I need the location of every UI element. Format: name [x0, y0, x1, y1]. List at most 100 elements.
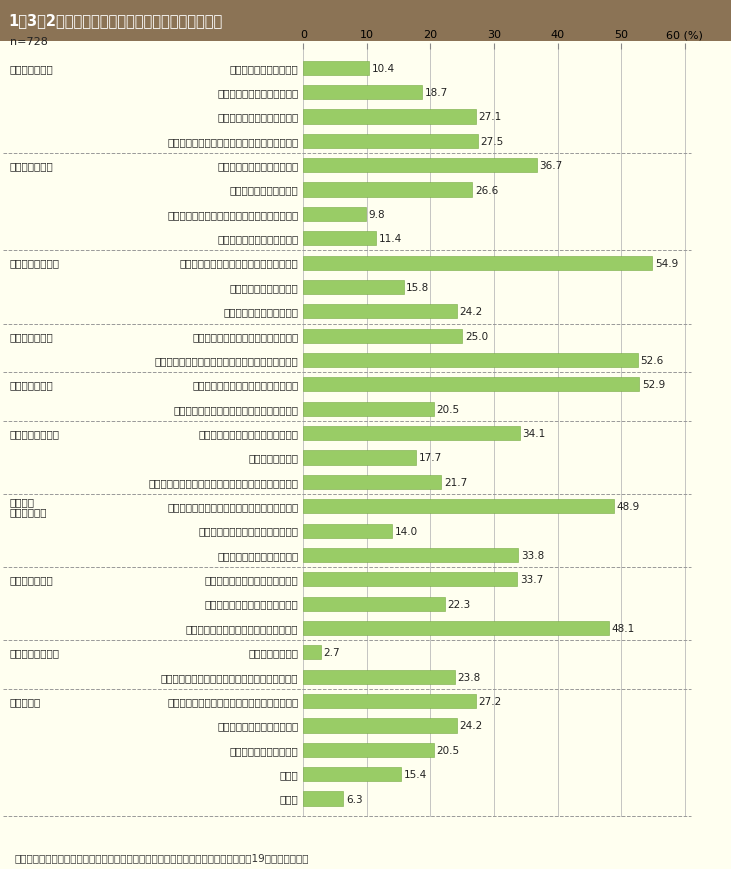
Text: 2.7: 2.7: [323, 647, 340, 658]
Bar: [303, 792, 344, 806]
Bar: [303, 573, 518, 587]
Text: 公的機関等の支援者から心ない言葉をかけられた: 公的機関等の支援者から心ない言葉をかけられた: [161, 672, 298, 682]
Text: 相手が子どもとの面会を要求する: 相手が子どもとの面会を要求する: [205, 599, 298, 609]
Text: 当面の生活をするために必要なお金がない: 当面の生活をするために必要なお金がない: [180, 258, 298, 269]
Bar: [303, 354, 637, 368]
Text: 《手続のこと》: 《手続のこと》: [10, 331, 53, 342]
Text: 24.2: 24.2: [460, 307, 483, 317]
Text: 27.2: 27.2: [479, 696, 502, 706]
Bar: [303, 329, 462, 343]
Text: 《健康のこと》: 《健康のこと》: [10, 380, 53, 390]
Bar: [303, 281, 404, 295]
Text: 《裁判・
調停のこと》: 《裁判・ 調停のこと》: [10, 496, 47, 517]
Text: 1％3％2図　離れて生活を始めるに当たっての困難: 1％3％2図 離れて生活を始めるに当たっての困難: [9, 13, 223, 29]
Text: 《子どものこと》: 《子どものこと》: [10, 428, 59, 439]
Text: 48.9: 48.9: [617, 501, 640, 512]
Bar: [303, 475, 442, 489]
Text: 適当な就職先が見つからない: 適当な就職先が見つからない: [217, 161, 298, 171]
Text: 20.5: 20.5: [436, 404, 459, 415]
Bar: [303, 159, 537, 173]
Text: 27.5: 27.5: [481, 136, 504, 147]
Text: 52.6: 52.6: [640, 355, 663, 366]
Text: 25.0: 25.0: [465, 331, 488, 342]
Bar: [303, 256, 652, 270]
Bar: [303, 232, 376, 246]
Text: 《相手のこと》: 《相手のこと》: [10, 574, 53, 585]
Bar: [303, 524, 393, 538]
Text: 相談できる人が周りにいない: 相談できる人が周りにいない: [217, 720, 298, 731]
Text: 24.2: 24.2: [460, 720, 483, 731]
Text: その他: その他: [279, 769, 298, 779]
Text: 15.8: 15.8: [406, 282, 430, 293]
Text: 《経済的なこと》: 《経済的なこと》: [10, 258, 59, 269]
Text: 《住居のこと》: 《住居のこと》: [10, 63, 53, 74]
Text: 《支援者のこと》: 《支援者のこと》: [10, 647, 59, 658]
Bar: [303, 597, 445, 611]
Text: 子どもの就学や保育所に関すること: 子どもの就学や保育所に関すること: [198, 428, 298, 439]
Text: 《その他》: 《その他》: [10, 696, 41, 706]
Text: 公的購貸住宅に入居できない: 公的購貸住宅に入居できない: [217, 112, 298, 123]
Bar: [303, 767, 401, 781]
Text: 18.7: 18.7: [425, 88, 448, 98]
Text: （備考）内阑府「配偶者からの暴力の被害者の自立支援等に関する調査結果」（平成19年）より作成。: （備考）内阑府「配偶者からの暴力の被害者の自立支援等に関する調査結果」（平成19…: [15, 852, 309, 862]
Text: 就職に必要な保証人がいない: 就職に必要な保証人がいない: [217, 234, 298, 244]
Text: 民間購貸住宅に入居できない: 民間購貸住宅に入居できない: [217, 88, 298, 98]
Text: 11.4: 11.4: [379, 234, 401, 244]
Text: 相手が怖くて家に荷物を取りに行けない: 相手が怖くて家に荷物を取りに行けない: [186, 623, 298, 634]
Bar: [303, 743, 433, 757]
Text: 健康保险や年金などの手続がめんどう: 健康保险や年金などの手続がめんどう: [192, 331, 298, 342]
Text: 36.7: 36.7: [539, 161, 562, 171]
Bar: [303, 62, 369, 76]
Text: 6.3: 6.3: [346, 793, 363, 804]
Bar: [303, 183, 472, 197]
Text: 相手が離婚に応じてくれない: 相手が離婚に応じてくれない: [217, 550, 298, 561]
Text: 相手からの追跡や嫌がらせがある: 相手からの追跡や嫌がらせがある: [205, 574, 298, 585]
Bar: [303, 548, 518, 562]
Bar: [303, 670, 455, 684]
Text: 27.1: 27.1: [478, 112, 501, 123]
Text: 公的施設に入所できない: 公的施設に入所できない: [230, 63, 298, 74]
Text: 20.5: 20.5: [436, 745, 459, 755]
Text: 21.7: 21.7: [444, 477, 467, 488]
Text: 15.4: 15.4: [404, 769, 427, 779]
Text: 34.1: 34.1: [523, 428, 546, 439]
Text: 9.8: 9.8: [368, 209, 385, 220]
Bar: [303, 208, 366, 222]
Text: 無回答: 無回答: [279, 793, 298, 804]
Bar: [303, 378, 640, 392]
Text: 新しい環境になじめない: 新しい環境になじめない: [230, 745, 298, 755]
Bar: [303, 646, 320, 660]
Text: 14.0: 14.0: [395, 526, 418, 536]
Text: 自分の体調や気持ちが回復していない: 自分の体調や気持ちが回復していない: [192, 380, 298, 390]
Bar: [303, 621, 609, 635]
Text: 就職に必要な技能がない: 就職に必要な技能がない: [230, 185, 298, 196]
Text: 23.8: 23.8: [457, 672, 480, 682]
Bar: [303, 305, 457, 319]
Text: 住所を知られないようにするため住民票を移せない: 住所を知られないようにするため住民票を移せない: [154, 355, 298, 366]
Bar: [303, 86, 423, 100]
Bar: [303, 135, 478, 149]
Bar: [303, 451, 416, 465]
Text: 33.8: 33.8: [520, 550, 544, 561]
Text: 10.4: 10.4: [372, 63, 395, 74]
Bar: [303, 402, 433, 416]
Text: 母国語が通じない: 母国語が通じない: [249, 647, 298, 658]
Text: 54.9: 54.9: [655, 258, 678, 269]
Text: 生活保護が受けられない: 生活保護が受けられない: [230, 282, 298, 293]
Text: 裁判や調停に時間やエネルギー，お金を要する: 裁判や調停に時間やエネルギー，お金を要する: [167, 501, 298, 512]
Text: 児童扶養手当がもらえない: 児童扶養手当がもらえない: [223, 307, 298, 317]
Text: どのように就職活動をすればよいかわからない: どのように就職活動をすればよいかわからない: [167, 209, 298, 220]
Text: 子どもを相手のもとから取り戻すことや子どもの親権: 子どもを相手のもとから取り戻すことや子どもの親権: [148, 477, 298, 488]
Text: 33.7: 33.7: [520, 574, 543, 585]
Text: 《就労のこと》: 《就労のこと》: [10, 161, 53, 171]
Text: 22.3: 22.3: [447, 599, 471, 609]
Text: 17.7: 17.7: [418, 453, 442, 463]
Text: 52.9: 52.9: [642, 380, 665, 390]
Text: 子どもの問題行動: 子どもの問題行動: [249, 453, 298, 463]
Text: n=728: n=728: [10, 36, 48, 47]
Text: 48.1: 48.1: [612, 623, 635, 634]
Bar: [303, 500, 614, 514]
Text: お金がなくて病院での治療等を受けられない: お金がなくて病院での治療等を受けられない: [173, 404, 298, 415]
Bar: [303, 694, 476, 708]
Text: 26.6: 26.6: [475, 185, 498, 196]
